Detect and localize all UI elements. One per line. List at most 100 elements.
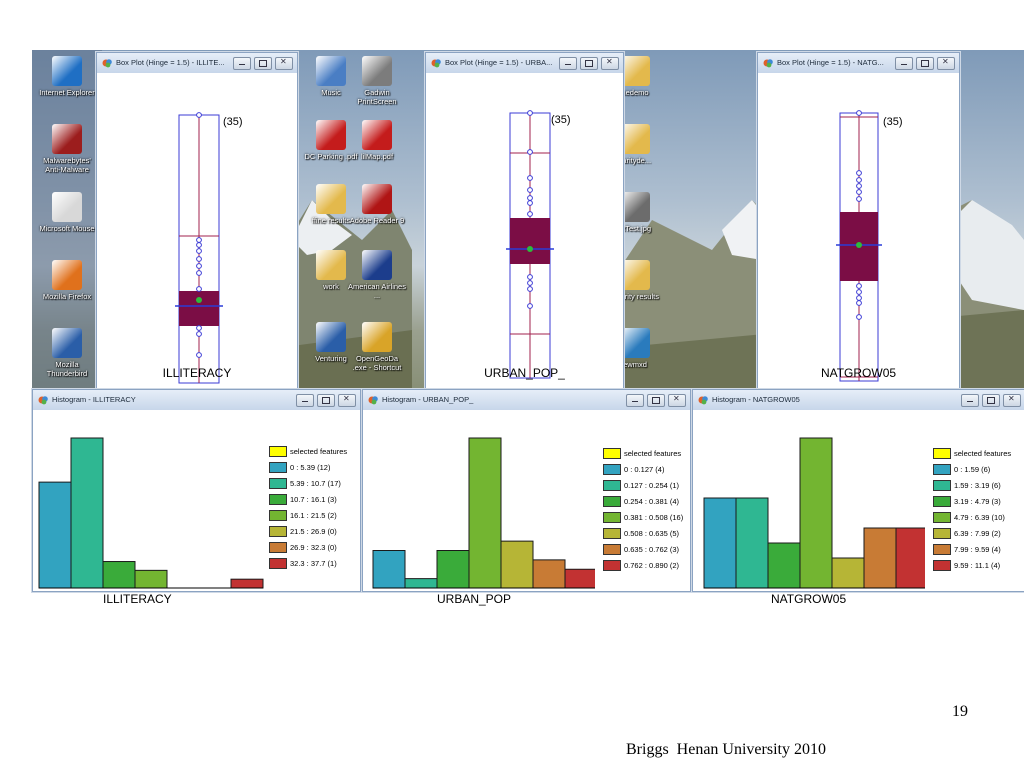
desktop-icon[interactable]: Mozilla Thunderbird bbox=[38, 328, 96, 378]
close-button[interactable] bbox=[601, 57, 619, 70]
legend-swatch bbox=[269, 542, 287, 553]
interquartile-box bbox=[510, 218, 550, 264]
histogram-window[interactable]: Histogram - NATGROW05 NATGROW05 selected f… bbox=[692, 389, 1024, 606]
window-title-bar[interactable]: Histogram - URBAN_POP_ bbox=[363, 390, 690, 410]
legend-swatch bbox=[603, 480, 621, 491]
desktop-icon[interactable]: lilMap.pdf bbox=[348, 120, 406, 161]
legend-label: 4.79 : 6.39 (10) bbox=[954, 513, 1005, 522]
histogram-chart bbox=[703, 437, 925, 589]
geoda-app-icon bbox=[102, 59, 112, 68]
window-title: Box Plot (Hinge = 1.5) - URBA... bbox=[445, 58, 553, 67]
desktop-app-icon bbox=[362, 120, 392, 150]
minimize-button[interactable] bbox=[626, 394, 644, 407]
desktop-icon-label: milarity results bbox=[611, 292, 659, 301]
window-title-bar[interactable]: Histogram - NATGROW05 bbox=[693, 390, 1024, 410]
legend-label: 0.635 : 0.762 (3) bbox=[624, 545, 680, 554]
desktop-icon[interactable]: Music bbox=[302, 56, 360, 97]
desktop-icon[interactable]: OpenGeoDa .exe - Shortcut bbox=[348, 322, 406, 372]
legend-swatch bbox=[603, 528, 621, 539]
histogram-bar bbox=[500, 540, 534, 589]
boxplot-canvas[interactable]: (35) ILLITERACY bbox=[99, 73, 295, 388]
desktop-icon[interactable]: Internet Explorer bbox=[38, 56, 96, 97]
observation-point bbox=[856, 183, 862, 189]
mean-marker bbox=[196, 297, 202, 303]
minimize-button[interactable] bbox=[961, 394, 979, 407]
minimize-button[interactable] bbox=[559, 57, 577, 70]
window-title-bar[interactable]: Box Plot (Hinge = 1.5) - NATG... bbox=[758, 53, 959, 73]
histogram-bar bbox=[102, 561, 136, 589]
maximize-button[interactable] bbox=[254, 57, 272, 70]
desktop-icon[interactable]: Gadwin PrintScreen bbox=[348, 56, 406, 106]
desktop-app-icon bbox=[52, 192, 82, 222]
desktop-icon[interactable]: Adobe Reader 9 bbox=[348, 184, 406, 225]
close-button[interactable] bbox=[668, 394, 686, 407]
desktop-icon[interactable]: DC Parking .pdf bbox=[302, 120, 360, 161]
slide-footer: Briggs Henan University 2010 bbox=[626, 741, 826, 758]
legend-label: 10.7 : 16.1 (3) bbox=[290, 495, 337, 504]
boxplot-canvas[interactable]: (35) NATGROW05 bbox=[760, 73, 957, 388]
desktop-app-icon bbox=[52, 328, 82, 358]
boxplot-window[interactable]: Box Plot (Hinge = 1.5) - URBA... (35) URBA… bbox=[425, 52, 624, 391]
desktop-app-icon bbox=[620, 328, 650, 358]
boxplot-window[interactable]: Box Plot (Hinge = 1.5) - NATG... (35) NATG… bbox=[757, 52, 960, 391]
desktop-icon[interactable]: Malwarebytes' Anti-Malware bbox=[38, 124, 96, 174]
maximize-button[interactable] bbox=[982, 394, 1000, 407]
boxplot-window[interactable]: Box Plot (Hinge = 1.5) - ILLITE... (35) IL… bbox=[96, 52, 298, 391]
desktop-icon[interactable]: American Airlines ... bbox=[348, 250, 406, 300]
legend-label: selected features bbox=[954, 449, 1012, 458]
observation-point bbox=[196, 352, 202, 358]
close-button[interactable] bbox=[937, 57, 955, 70]
histogram-window[interactable]: Histogram - ILLITERACY ILLITERACY selected… bbox=[32, 389, 361, 606]
legend-swatch bbox=[603, 496, 621, 507]
desktop-icon[interactable]: Microsoft Mouse bbox=[38, 192, 96, 233]
minimize-button[interactable] bbox=[895, 57, 913, 70]
desktop-icon[interactable]: ffine results bbox=[302, 184, 360, 225]
outlier-label: (35) bbox=[883, 116, 903, 128]
window-title-bar[interactable]: Histogram - ILLITERACY bbox=[33, 390, 360, 410]
desktop-app-icon bbox=[52, 56, 82, 86]
desktop-icon[interactable]: nedemo bbox=[606, 56, 664, 97]
histogram-window[interactable]: Histogram - URBAN_POP_ URBAN_POP selected … bbox=[362, 389, 691, 606]
histogram-canvas[interactable]: URBAN_POP selected features 0 : 0.127 (4) 0… bbox=[365, 410, 688, 606]
close-button[interactable] bbox=[338, 394, 356, 407]
histogram-canvas[interactable]: ILLITERACY selected features 0 : 5.39 (12)… bbox=[35, 410, 358, 606]
desktop-icon-label: Internet Explorer bbox=[39, 88, 95, 97]
desktop-icon[interactable]: ilarityde... bbox=[606, 124, 664, 165]
desktop-icon[interactable]: Mozilla Firefox bbox=[38, 260, 96, 301]
observation-point bbox=[856, 314, 862, 320]
outlier-point bbox=[856, 110, 862, 116]
desktop-icon[interactable]: atTest.jpg bbox=[606, 192, 664, 233]
boxplot-variable-label: NATGROW05 bbox=[820, 366, 897, 380]
histogram-variable-label: URBAN_POP bbox=[437, 592, 512, 606]
minimize-button[interactable] bbox=[233, 57, 251, 70]
interquartile-box bbox=[179, 291, 219, 326]
boxplot-canvas[interactable]: (35) URBAN_POP_ bbox=[428, 73, 621, 388]
geoda-app-icon bbox=[431, 59, 441, 68]
maximize-button[interactable] bbox=[647, 394, 665, 407]
observation-point bbox=[527, 274, 533, 280]
maximize-button[interactable] bbox=[916, 57, 934, 70]
desktop-icon[interactable]: work bbox=[302, 250, 360, 291]
legend-swatch bbox=[603, 448, 621, 459]
desktop-icon-label: Mozilla Thunderbird bbox=[46, 360, 88, 378]
desktop-icon[interactable]: milarity results bbox=[606, 260, 664, 301]
observation-point bbox=[527, 286, 533, 292]
minimize-button[interactable] bbox=[296, 394, 314, 407]
observation-point bbox=[856, 177, 862, 183]
window-title: Histogram - ILLITERACY bbox=[52, 395, 136, 404]
histogram-canvas[interactable]: NATGROW05 selected features 0 : 1.59 (6) 1.… bbox=[695, 410, 1023, 606]
legend-label: 0.254 : 0.381 (4) bbox=[624, 497, 680, 506]
window-title-bar[interactable]: Box Plot (Hinge = 1.5) - ILLITE... bbox=[97, 53, 297, 73]
legend-label: 7.99 : 9.59 (4) bbox=[954, 545, 1001, 554]
close-button[interactable] bbox=[275, 57, 293, 70]
desktop-icon-label: American Airlines ... bbox=[348, 282, 406, 300]
close-button[interactable] bbox=[1003, 394, 1021, 407]
window-title-bar[interactable]: Box Plot (Hinge = 1.5) - URBA... bbox=[426, 53, 623, 73]
observation-point bbox=[527, 303, 533, 309]
maximize-button[interactable] bbox=[580, 57, 598, 70]
maximize-button[interactable] bbox=[317, 394, 335, 407]
desktop-icon[interactable]: ewmxd bbox=[606, 328, 664, 369]
boxplot-chart bbox=[506, 110, 554, 379]
desktop-icon[interactable]: Venturing bbox=[302, 322, 360, 363]
mean-marker bbox=[527, 246, 533, 252]
